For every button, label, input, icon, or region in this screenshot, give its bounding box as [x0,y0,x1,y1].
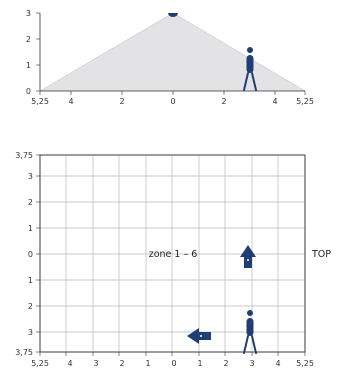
side-y-tick-label: 3 [26,9,31,18]
top-x-tick-label: 3 [93,359,98,368]
side-x-tick-label: 5,25 [296,97,314,106]
arrow-left-icon [187,328,211,344]
side-view: 3 2 1 0 5,25 4 2 0 2 4 5,25 [26,9,314,106]
sensor-icon [168,13,178,17]
side-x-tick-label: 5,25 [31,97,49,106]
top-y-tick-label: 0 [28,250,33,259]
top-x-tick-label: 2 [119,359,124,368]
top-x-tick-label: 1 [145,359,150,368]
top-x-tick-label: 1 [197,359,202,368]
side-x-tick-label: 4 [68,97,73,106]
top-x-tick-label: 5,25 [31,359,49,368]
top-y-tick-label: 3 [28,172,33,181]
zone-label: zone 1 – 6 [149,249,198,260]
top-y-tick-label: 3,75 [15,151,33,160]
top-x-tick-label: 4 [67,359,72,368]
top-x-tick-label: 5,25 [296,359,314,368]
side-x-tick-label: 0 [170,97,175,106]
top-y-tick-label: 2 [28,302,33,311]
top-y-tick-label: 2 [28,198,33,207]
top-y-tick-label: 3 [28,328,33,337]
top-view: 3,75 3 2 1 0 1 2 3 3,75 5,25 4 3 2 1 0 1 [15,151,331,368]
person-walking-icon [243,47,257,91]
side-y-tick-label: 0 [26,87,31,96]
side-y-tick-label: 2 [26,35,31,44]
top-label: TOP [311,249,331,260]
top-x-tick-label: 4 [275,359,280,368]
side-x-tick-label: 4 [272,97,277,106]
side-x-tick-label: 2 [221,97,226,106]
side-x-tick-label: 2 [119,97,124,106]
top-y-tick-label: 1 [28,224,33,233]
top-grid-horizontal [40,175,305,333]
top-grid-area [39,154,306,353]
person-walking-icon [243,310,257,354]
side-y-tick-label: 1 [26,61,31,70]
top-grid-vertical [65,155,279,352]
top-y-tick-label: 3,75 [15,348,33,357]
detection-cone [38,12,307,92]
top-x-tick-label: 3 [249,359,254,368]
top-x-tick-label: 2 [223,359,228,368]
arrow-up-icon [240,245,256,268]
top-y-tick-label: 1 [28,276,33,285]
top-x-tick-label: 0 [171,359,176,368]
